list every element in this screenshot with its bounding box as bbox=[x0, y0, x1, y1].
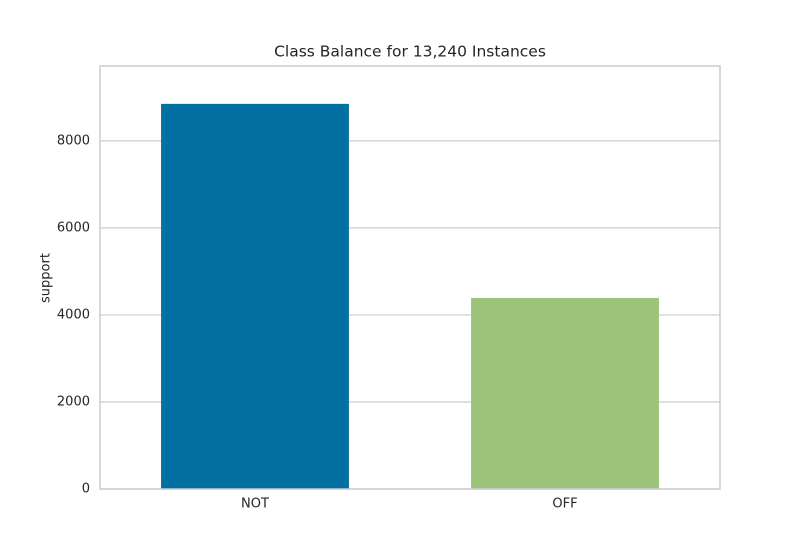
bar bbox=[471, 297, 659, 489]
y-tick-label: 6000 bbox=[57, 220, 90, 235]
x-tick-label: OFF bbox=[552, 497, 577, 512]
bar bbox=[161, 103, 349, 489]
y-axis-label: support bbox=[39, 253, 54, 303]
y-tick-label: 8000 bbox=[57, 133, 90, 148]
x-tick-label: NOT bbox=[241, 497, 269, 512]
y-tick-label: 2000 bbox=[57, 394, 90, 409]
chart-title: Class Balance for 13,240 Instances bbox=[274, 43, 546, 61]
plot-frame bbox=[99, 65, 721, 490]
y-tick-label: 4000 bbox=[57, 307, 90, 322]
y-tick-label: 0 bbox=[82, 482, 90, 497]
